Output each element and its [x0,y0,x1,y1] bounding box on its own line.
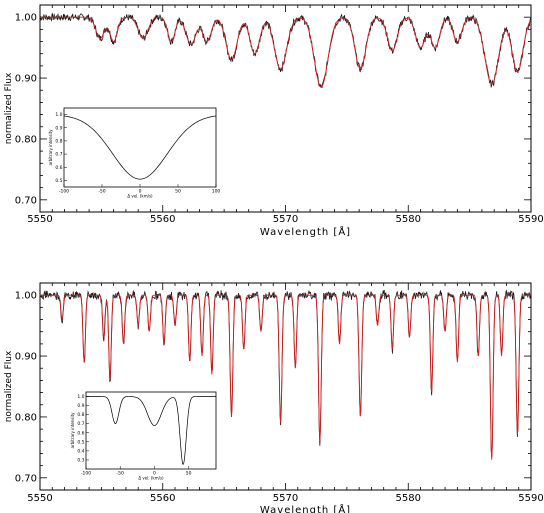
x-tick-label: 5580 [396,493,421,504]
inset-y-tick-label: 0.9 [55,125,62,131]
inset-y-tick-label: 0.3 [77,457,84,463]
model-spectrum-line [40,16,532,88]
x-tick-label: 5550 [27,214,52,225]
x-tick-label: 5560 [150,214,175,225]
inset-frame [85,391,217,470]
observed-spectrum-line [39,13,532,89]
x-axis: 5550 5560 5570 5580 5590 Wavelength [Å] [27,283,544,513]
y-tick-label: 1.00 [15,13,37,24]
inset-y-axis-title: arbitrary intensity [48,129,53,166]
inset-y-tick-label: 0.8 [77,412,84,418]
inset-x-tick-label: -100 [59,189,69,195]
inset-y-tick-label: 0.8 [55,138,62,144]
y-axis-title: normalized Flux [4,350,14,422]
x-tick-label: 5590 [518,493,543,504]
x-tick-label: 5560 [150,493,175,504]
x-axis-title: Wavelength [Å] [260,225,351,238]
y-tick-label: 0.90 [15,74,37,85]
inset-chart: -100 -50 0 50 0.3 0.4 0.5 0.6 0.7 0.8 0.9 1.0 Δ vel.… [70,391,217,481]
y-axis-title: normalized Flux [4,72,14,144]
inset-y-tick-label: 0.6 [55,165,62,171]
x-tick-label: 5570 [273,493,298,504]
inset-chart: -100 -50 0 50 100 0.5 0.6 0.7 0.8 0.9 1.0 Δ vel. (k… [48,107,221,199]
inset-x-tick-label: 0 [139,189,142,195]
x-tick-label: 5590 [518,214,543,225]
inset-y-tick-label: 0.7 [55,152,62,158]
inset-profile-line [86,396,216,465]
y-tick-label: 0.80 [15,134,37,145]
inset-x-tick-label: -50 [98,189,105,195]
inset-y-tick-label: 0.5 [77,439,84,445]
inset-y-tick-label: 0.7 [77,421,84,427]
inset-y-axis-title: arbitrary intensity [70,412,75,449]
inset-y-tick-label: 0.6 [77,430,84,436]
x-tick-label: 5580 [396,214,421,225]
inset-x-tick-label: 0 [153,471,156,477]
inset-x-axis-title: Δ vel. (km/s) [138,476,164,481]
y-tick-label: 0.80 [15,412,37,423]
inset-x-tick-label: -50 [117,471,124,477]
y-tick-label: 1.00 [15,291,37,302]
inset-y-tick-label: 1.0 [77,394,84,400]
x-tick-label: 5550 [27,493,52,504]
y-tick-label: 0.70 [15,195,37,206]
inset-profile-line [63,115,217,180]
inset-y-tick-label: 1.0 [55,112,62,118]
x-axis-title: Wavelength [Å] [260,503,351,513]
x-axis: 5550 5560 5570 5580 5590 Wavelength [Å] [27,5,544,238]
inset-x-tick-label: -100 [81,471,91,477]
inset-y-tick-label: 0.4 [77,448,84,454]
inset-x-axis-title: Δ vel. (km/s) [127,194,153,199]
y-tick-label: 0.90 [15,352,37,363]
inset-x-tick-label: 50 [186,471,192,477]
y-tick-label: 0.70 [15,473,37,484]
inset-x-tick-label: 50 [175,189,181,195]
inset-x-tick-label: 100 [212,189,221,195]
inset-y-tick-label: 0.5 [55,178,62,184]
inset-frame [63,107,217,188]
inset-y-tick-label: 0.9 [77,403,84,409]
x-tick-label: 5570 [273,214,298,225]
model-spectrum-line [40,294,531,460]
